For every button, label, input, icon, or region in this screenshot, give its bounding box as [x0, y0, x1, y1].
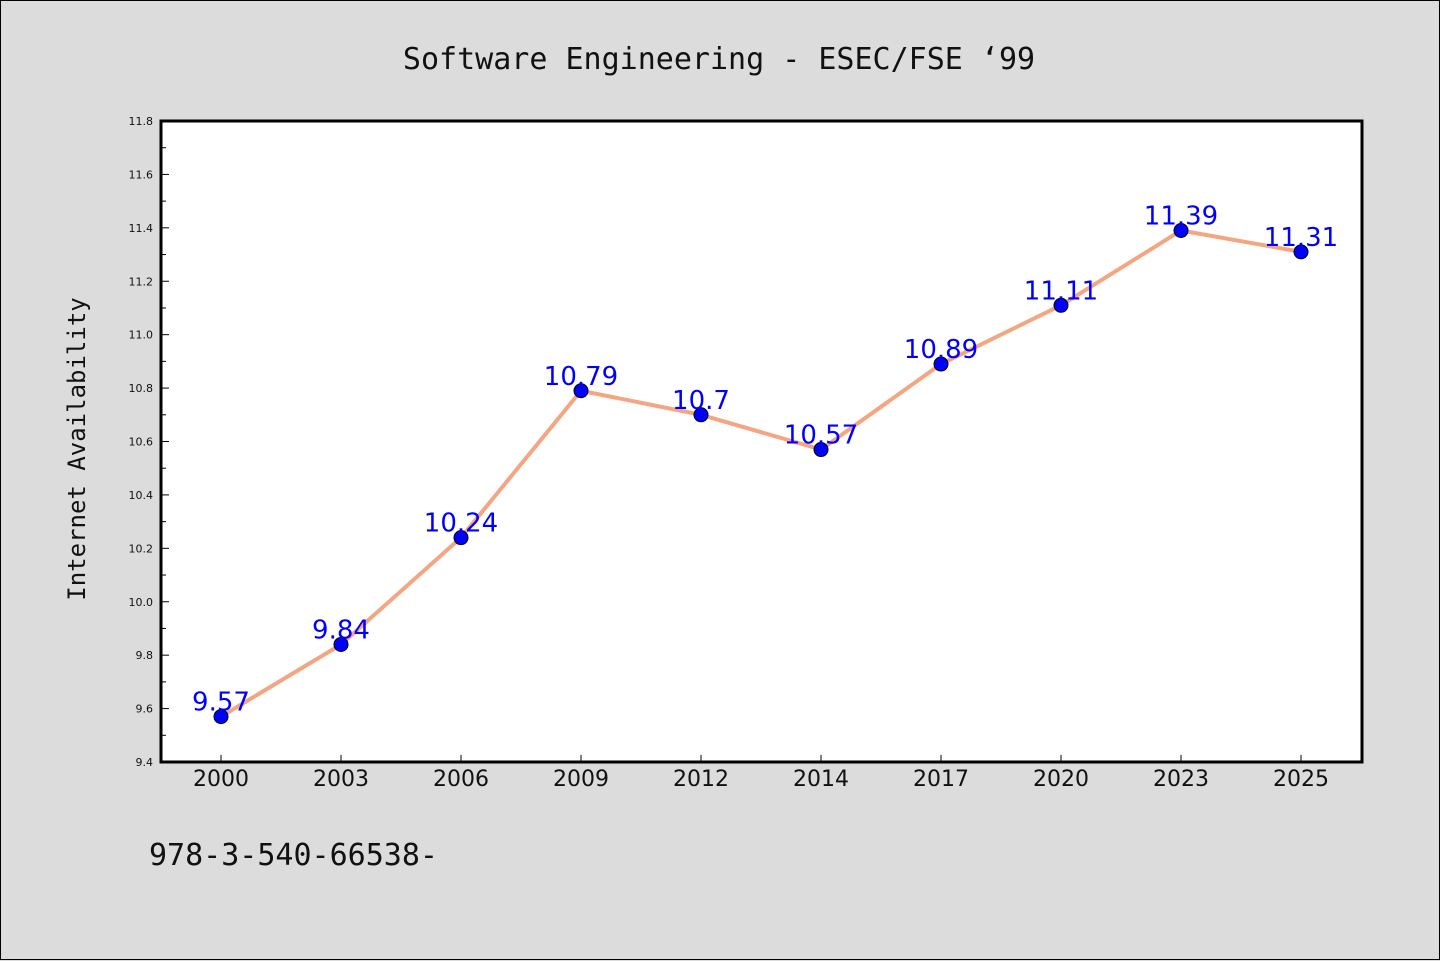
y-axis-label: Internet Availability: [63, 297, 91, 600]
data-point-marker: [453, 530, 469, 546]
data-labels-group: 9.57 9.84 10.24 10.79 10.7 10.57 10.89 11.11 11.…: [192, 202, 1338, 718]
data-point-marker: [813, 442, 829, 458]
x-tick-label: 2023: [1153, 767, 1209, 792]
y-tick-label: 10.8: [129, 382, 154, 395]
x-tick-label: 2012: [673, 767, 729, 792]
data-point-marker: [1173, 223, 1189, 239]
data-label: 10.89: [904, 335, 978, 365]
x-tick-label: 2020: [1033, 767, 1089, 792]
data-point-marker: [213, 709, 229, 725]
chart-title: Software Engineering - ESEC/FSE ‘99: [403, 42, 1035, 77]
y-tick-label: 10.4: [129, 489, 154, 502]
x-tick-label: 2025: [1273, 767, 1329, 792]
y-tick-label: 10.0: [129, 596, 154, 609]
series-line-group: [219, 228, 1302, 719]
y-tick-label: 11.4: [129, 222, 154, 235]
x-tick-label: 2017: [913, 767, 969, 792]
data-label: 9.57: [192, 688, 250, 718]
x-tick-label: 2009: [553, 767, 609, 792]
data-label: 9.84: [312, 615, 370, 645]
data-point-marker: [573, 383, 589, 399]
data-point-marker: [1053, 297, 1069, 313]
data-point-marker: [1293, 244, 1309, 260]
y-tick-label: 10.2: [129, 542, 154, 555]
x-tick-label: 2014: [793, 767, 849, 792]
y-tick-label: 11.6: [129, 168, 154, 181]
data-label: 10.79: [544, 362, 618, 392]
x-tick-label: 2006: [433, 767, 489, 792]
data-label: 10.57: [784, 421, 858, 451]
x-tick-label: 2000: [193, 767, 249, 792]
data-label: 10.7: [672, 386, 730, 416]
x-axis: 2000 2003 2006 2009 2012 2014 2017 2020 2023 2025: [193, 755, 1329, 792]
y-tick-label: 10.6: [129, 436, 154, 449]
data-label: 10.24: [424, 509, 498, 539]
data-label: 11.31: [1264, 223, 1338, 253]
plot-area: [159, 119, 1364, 764]
data-label: 11.11: [1024, 276, 1098, 306]
footer-isbn-text: 978-3-540-66538-: [149, 838, 438, 873]
data-point-marker: [933, 356, 949, 372]
x-tick-label: 2003: [313, 767, 369, 792]
data-point-marker: [693, 407, 709, 423]
y-tick-label: 11.2: [129, 275, 154, 288]
y-tick-label: 9.8: [136, 649, 154, 662]
data-point-marker: [333, 636, 349, 652]
y-tick-label: 9.4: [136, 756, 154, 769]
y-tick-label: 11.0: [129, 329, 154, 342]
y-axis: 9.4 9.6 9.8 10.0 10.2 10.4 10.6 10.8 11.0 11.2 11.…: [129, 115, 169, 769]
series-line: [219, 228, 1302, 719]
y-tick-label: 11.8: [129, 115, 154, 128]
y-tick-label: 9.6: [136, 703, 154, 716]
markers-group: [213, 223, 1309, 725]
data-label: 11.39: [1144, 202, 1218, 232]
